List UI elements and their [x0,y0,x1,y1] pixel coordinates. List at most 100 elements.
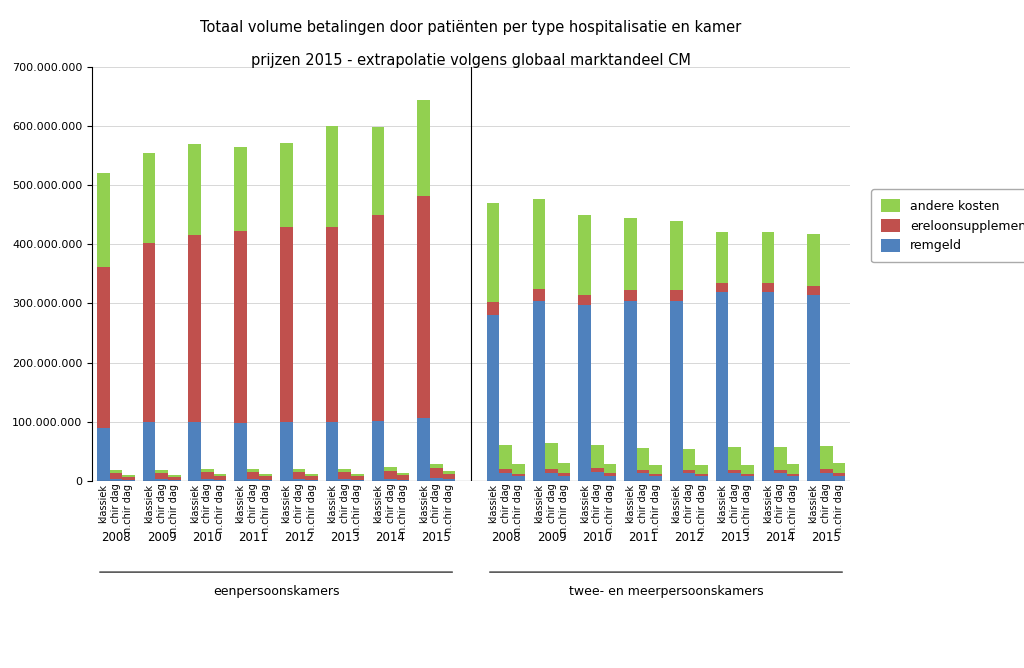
Bar [604,464,616,473]
Bar [397,473,410,475]
Bar [683,470,695,473]
Bar [339,472,351,479]
Bar [807,286,820,295]
Bar [351,476,364,480]
Bar [670,291,683,301]
Bar [280,422,293,481]
Bar [786,474,800,476]
Bar [188,422,201,481]
Bar [820,468,833,473]
Legend: andere kosten, ereloonsupplementen, remgeld: andere kosten, ereloonsupplementen, remg… [871,189,1024,263]
Bar [558,473,570,476]
Bar [807,234,820,286]
Bar [545,443,558,468]
Text: 2013: 2013 [330,530,359,544]
Bar [695,476,708,481]
Bar [532,199,545,289]
Bar [728,473,741,481]
Bar [512,474,524,476]
Bar [591,468,604,472]
Bar [326,226,339,422]
Bar [122,475,135,476]
Bar [293,469,305,472]
Bar [372,127,384,214]
Bar [683,473,695,481]
Bar [649,465,663,474]
Bar [695,465,708,474]
Bar [741,476,754,481]
Text: 2010: 2010 [193,530,222,544]
Bar [201,472,214,479]
Bar [728,448,741,470]
Bar [625,291,637,301]
Text: 2015: 2015 [811,530,841,544]
Bar [168,475,180,476]
Bar [807,295,820,481]
Bar [326,126,339,226]
Bar [259,480,272,481]
Bar [486,203,500,303]
Bar [820,446,833,468]
Text: 2011: 2011 [628,530,658,544]
Bar [430,478,442,481]
Bar [637,473,649,481]
Bar [430,464,442,468]
Bar [97,428,110,481]
Bar [418,100,430,196]
Bar [486,315,500,481]
Bar [716,292,728,481]
Bar [512,476,524,481]
Bar [833,463,845,473]
Bar [418,418,430,481]
Bar [786,476,800,481]
Bar [430,468,442,478]
Bar [591,472,604,481]
Bar [214,480,226,481]
Bar [234,231,247,423]
Bar [532,301,545,481]
Bar [728,470,741,473]
Bar [683,449,695,470]
Bar [142,153,156,243]
Bar [833,473,845,476]
Bar [168,476,180,480]
Text: 2010: 2010 [583,530,612,544]
Bar [280,142,293,226]
Bar [305,480,317,481]
Bar [591,446,604,468]
Bar [512,464,524,474]
Bar [293,479,305,481]
Bar [625,301,637,481]
Bar [110,479,122,481]
Bar [545,468,558,473]
Bar [774,473,786,481]
Bar [442,474,456,480]
Bar [97,173,110,267]
Bar [741,474,754,476]
Bar [234,423,247,481]
Text: 2015: 2015 [422,530,452,544]
Bar [372,214,384,421]
Bar [762,292,774,481]
Bar [201,479,214,481]
Text: prijzen 2015 - extrapolatie volgens globaal marktandeel CM: prijzen 2015 - extrapolatie volgens glob… [251,53,691,68]
Bar [442,471,456,474]
Bar [201,469,214,472]
Text: 2014: 2014 [766,530,796,544]
Bar [156,473,168,479]
Bar [637,470,649,473]
Bar [532,289,545,301]
Bar [259,476,272,480]
Bar [820,473,833,481]
Bar [156,479,168,481]
Bar [716,283,728,292]
Text: 2014: 2014 [376,530,406,544]
Bar [486,303,500,315]
Bar [625,218,637,291]
Text: eenpersoonskamers: eenpersoonskamers [213,584,339,597]
Bar [418,196,430,418]
Bar [339,469,351,472]
Bar [339,479,351,481]
Bar [545,473,558,481]
Bar [305,474,317,476]
